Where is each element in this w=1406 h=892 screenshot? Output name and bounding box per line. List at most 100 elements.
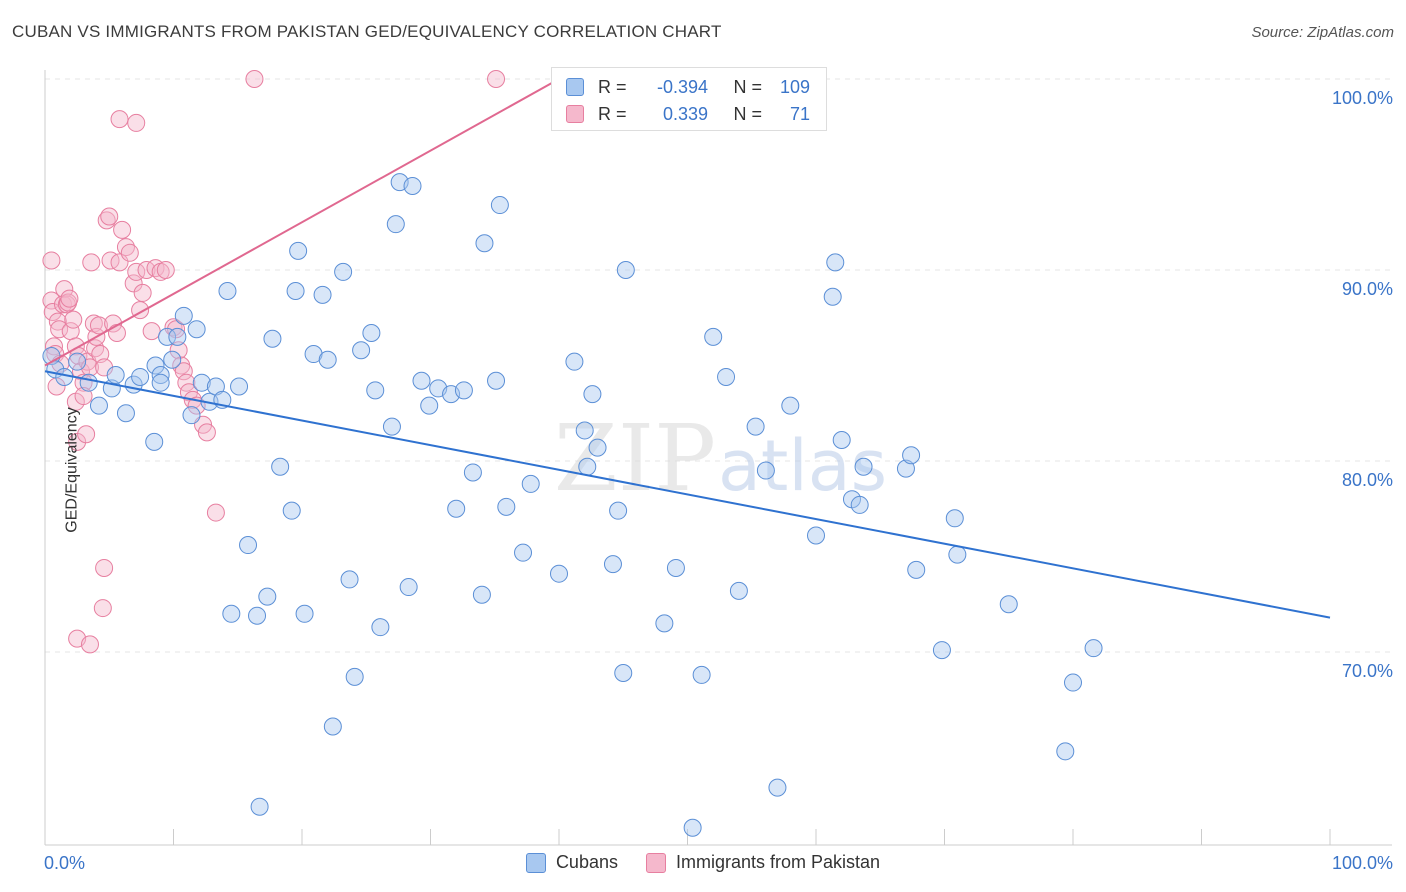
cuban-point [704, 327, 723, 346]
n-value-cubans: 109 [779, 76, 810, 97]
pakistan-point [133, 283, 152, 302]
cuban-point [832, 430, 851, 449]
pakistan-point [100, 207, 119, 226]
cuban-point [295, 604, 314, 623]
legend-cubans-label: Cubans [555, 852, 618, 872]
cuban-point [614, 664, 633, 683]
stats-box: R = -0.394 N = 109 R = 0.339 N = 71 [551, 67, 827, 131]
pakistan-point [93, 599, 112, 618]
cubans-swatch [566, 78, 584, 96]
grid [45, 78, 1392, 653]
cuban-point [565, 352, 584, 371]
y-tick-label: 90.0% [1342, 279, 1393, 299]
cuban-point [222, 604, 241, 623]
legend-item-cubans[interactable]: Cubans [525, 852, 618, 873]
cuban-point [603, 555, 622, 574]
cuban-point [826, 253, 845, 272]
pakistan-point [42, 251, 61, 270]
cuban-point [187, 320, 206, 339]
pakistan-point [86, 339, 105, 358]
cuban-point [683, 818, 702, 837]
pakistan-point [245, 70, 264, 88]
pakistan-point [82, 253, 101, 272]
legend-item-pakistan[interactable]: Immigrants from Pakistan [645, 852, 880, 873]
cuban-point [106, 366, 125, 385]
cuban-point [362, 324, 381, 343]
y-axis-title: GED/Equivalency [63, 407, 81, 533]
chart-title: CUBAN VS IMMIGRANTS FROM PAKISTAN GED/EQ… [12, 22, 722, 41]
pakistan-point [124, 274, 143, 293]
cuban-point [490, 196, 509, 215]
pakistan-point [60, 289, 79, 308]
cuban-point [807, 526, 825, 545]
cuban-point [412, 371, 431, 390]
pakistan-point [156, 261, 175, 279]
pakistan-point [127, 113, 146, 132]
cuban-point [746, 417, 765, 436]
legend-pakistan-swatch [645, 852, 666, 873]
legend: Cubans Immigrants from Pakistan [0, 852, 1406, 873]
cuban-point [454, 381, 473, 400]
pakistan-point [206, 503, 225, 522]
legend-cubans-swatch [525, 852, 546, 873]
trend-lines [44, 78, 1331, 619]
cuban-point [907, 560, 926, 579]
pakistan-point [50, 320, 69, 339]
pakistan-point [110, 110, 129, 129]
pakistan-point [77, 425, 96, 444]
cuban-point [371, 618, 390, 637]
cuban-point [163, 350, 182, 369]
cuban-point [823, 287, 842, 306]
cuban-point [756, 461, 775, 480]
cuban-point [239, 536, 258, 555]
cubans-trend-line [44, 370, 1331, 619]
cuban-point [945, 509, 964, 528]
cuban-point [313, 285, 332, 304]
n-label: N = [733, 76, 762, 97]
n-label: N = [733, 103, 762, 124]
pakistan-swatch [566, 105, 584, 123]
cuban-point [89, 396, 108, 415]
cuban-point [352, 341, 371, 360]
cuban-point [334, 262, 353, 281]
cuban-point [550, 564, 568, 583]
cuban-point [218, 282, 237, 301]
cuban-point [521, 474, 540, 493]
pakistan-point [169, 341, 188, 360]
r-value-cubans: -0.394 [656, 76, 708, 97]
cuban-point [666, 558, 685, 577]
cuban-point [854, 457, 873, 476]
cuban-point [896, 459, 915, 478]
cuban-point [151, 366, 170, 385]
pakistan-point [107, 324, 126, 343]
pakistan-point [48, 312, 67, 331]
cuban-point [145, 432, 164, 451]
cuban-point [340, 570, 359, 589]
cuban-point [692, 665, 711, 684]
pakistan-point [68, 432, 87, 451]
cuban-point [79, 373, 98, 392]
watermark: ZIP atlas [554, 405, 887, 512]
cuban-point [1084, 639, 1103, 658]
cuban-point [286, 282, 305, 301]
cuban-point [230, 377, 249, 396]
cuban-point [768, 778, 787, 797]
pakistan-point [120, 243, 139, 262]
pakistan-point [113, 220, 132, 239]
cuban-point [250, 797, 269, 816]
cuban-point [182, 406, 201, 425]
pakistan-point [95, 558, 114, 577]
pakistan-point [74, 387, 93, 406]
cuban-point [192, 373, 211, 392]
y-tick-label: 80.0% [1342, 470, 1393, 490]
cuban-point [578, 457, 597, 476]
cuban-point [168, 327, 187, 346]
cuban-point [318, 350, 337, 369]
cuban-point [850, 495, 869, 514]
pakistan-point [80, 635, 99, 654]
cuban-point [282, 501, 301, 520]
cuban-point [345, 667, 364, 686]
cuban-point [475, 234, 494, 253]
cuban-point [447, 499, 466, 518]
cuban-point [463, 463, 482, 482]
